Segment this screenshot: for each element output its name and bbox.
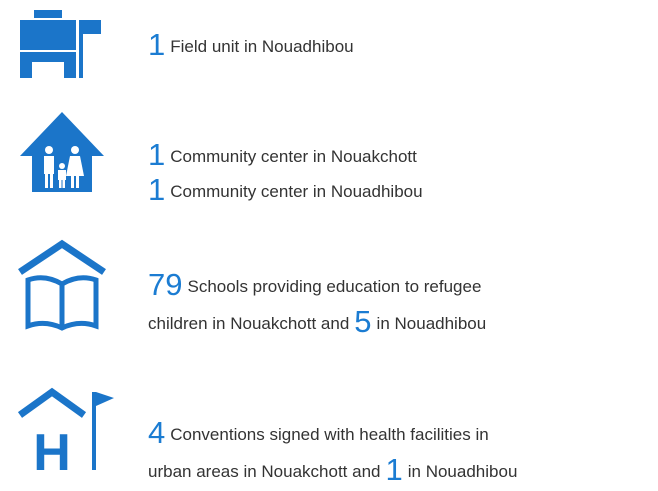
school-icon	[18, 239, 106, 331]
stat-text: Field unit in Nouadhibou	[170, 37, 354, 56]
stat-number: 1	[148, 27, 166, 62]
stat-number: 1	[148, 137, 166, 172]
stat-number: 1	[385, 452, 403, 487]
info-line: urban areas in Nouakchott and 1 in Nouadhi…	[148, 451, 522, 489]
stat-text: Community center in Nouadhibou	[170, 182, 423, 201]
info-line: 1 Community center in Nouakchott	[148, 136, 422, 174]
info-line: 79 Schools providing education to refugee	[148, 266, 486, 304]
stat-text: Community center in Nouakchott	[170, 147, 417, 166]
community-center-icon	[20, 112, 104, 192]
health-icon: H	[17, 387, 114, 482]
icons: H	[17, 10, 114, 482]
info-line: children in Nouakchott and 5 in Nouadhibou	[148, 303, 491, 341]
info-line: 4 Conventions signed with health faciliti…	[148, 414, 494, 452]
info-line: 1 Community center in Nouadhibou	[148, 171, 428, 209]
svg-text:H: H	[33, 424, 71, 482]
stat-number: 79	[148, 267, 183, 302]
stat-text: Schools providing education to refugee	[187, 277, 482, 296]
stat-text: urban areas in Nouakchott and	[148, 462, 381, 481]
stat-text: Conventions signed with health facilitie…	[170, 425, 489, 444]
stat-text: children in Nouakchott and	[148, 314, 350, 333]
stat-number: 1	[148, 172, 166, 207]
stat-text: in Nouadhibou	[376, 314, 487, 333]
stat-number: 5	[354, 304, 372, 339]
stat-number: 4	[148, 415, 166, 450]
field-unit-icon	[20, 10, 101, 78]
info-line: 1 Field unit in Nouadhibou	[148, 26, 359, 64]
stat-text: in Nouadhibou	[407, 462, 518, 481]
